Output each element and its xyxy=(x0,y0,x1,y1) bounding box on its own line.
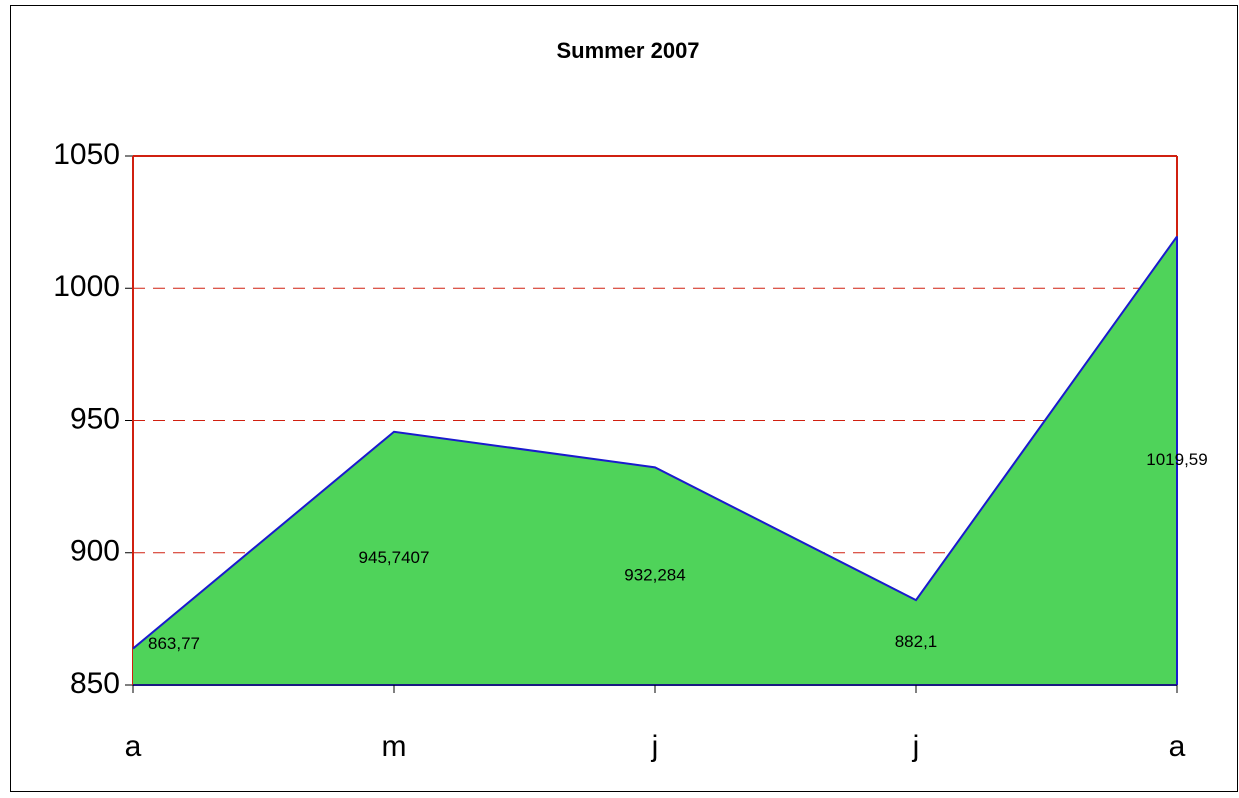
x-tick-label: j xyxy=(651,730,659,763)
x-tick-label: m xyxy=(382,730,407,763)
data-label: 863,77 xyxy=(148,634,200,653)
y-tick-label: 900 xyxy=(70,535,120,568)
area xyxy=(133,236,1177,685)
chart-title: Summer 2007 xyxy=(556,38,699,63)
y-tick-label: 1050 xyxy=(53,138,120,171)
data-label: 882,1 xyxy=(895,632,938,651)
x-tick-label: a xyxy=(125,730,142,763)
y-tick-label: 1000 xyxy=(53,270,120,303)
data-label: 932,284 xyxy=(624,566,685,585)
y-tick-label: 850 xyxy=(70,667,120,700)
data-label: 945,7407 xyxy=(359,548,430,567)
data-label: 1019,59 xyxy=(1146,450,1207,469)
y-tick-label: 950 xyxy=(70,402,120,435)
chart-frame xyxy=(10,5,1238,792)
x-tick-label: j xyxy=(912,730,920,763)
line xyxy=(132,235,1178,650)
x-tick-label: a xyxy=(1169,730,1186,763)
